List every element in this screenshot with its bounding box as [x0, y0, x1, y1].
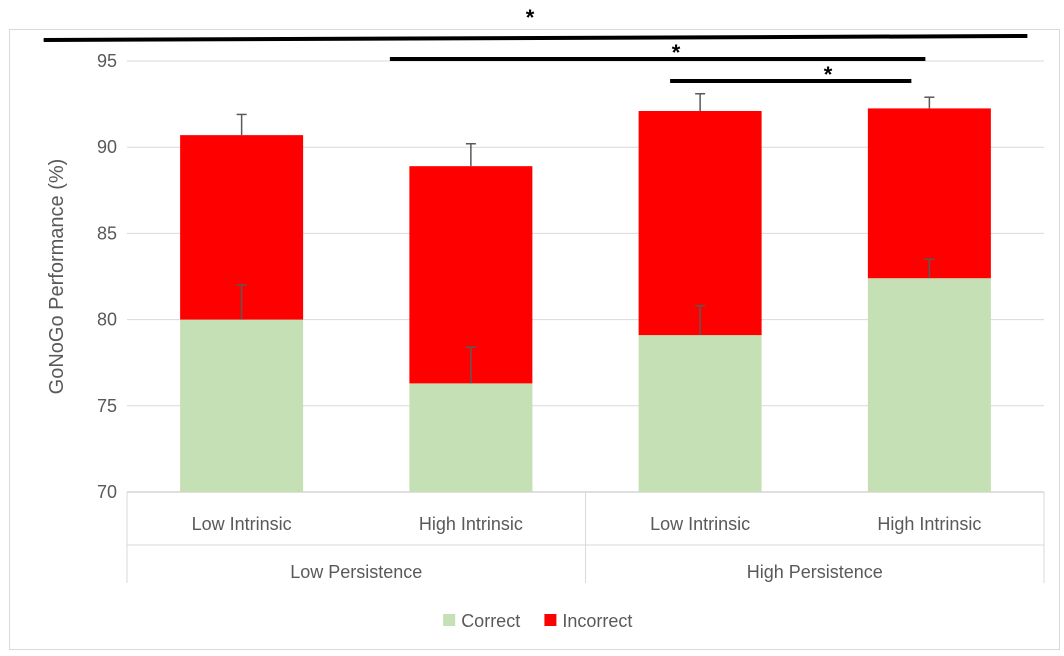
- significance-star: *: [672, 40, 681, 65]
- legend-label-correct: Correct: [461, 611, 520, 631]
- y-tick-label: 80: [97, 310, 117, 330]
- y-tick-label: 70: [97, 482, 117, 502]
- y-axis-title: GoNoGo Performance (%): [46, 159, 68, 395]
- x-category-label: High Intrinsic: [877, 514, 981, 534]
- significance-bar: [43, 34, 1028, 42]
- x-category-label: Low Intrinsic: [650, 514, 750, 534]
- bar-correct-2: [638, 335, 762, 492]
- y-tick-label: 90: [97, 137, 117, 157]
- bar-correct-0: [180, 319, 304, 492]
- bar-correct-1: [409, 383, 533, 492]
- significance-star: *: [526, 5, 535, 30]
- legend-swatch-correct: [443, 614, 456, 626]
- y-tick-label: 75: [97, 396, 117, 416]
- y-tick-label: 95: [97, 51, 117, 71]
- legend-label-incorrect: Incorrect: [562, 611, 632, 631]
- chart-area: [9, 29, 1060, 650]
- bar-incorrect-2: [638, 110, 762, 336]
- x-group-label: High Persistence: [747, 562, 883, 582]
- y-tick-label: 85: [97, 223, 117, 243]
- bar-correct-3: [867, 278, 991, 492]
- legend-swatch-incorrect: [544, 614, 557, 626]
- x-category-label: Low Intrinsic: [192, 514, 292, 534]
- x-group-label: Low Persistence: [290, 562, 422, 582]
- bar-incorrect-3: [867, 108, 991, 279]
- x-category-label: High Intrinsic: [419, 514, 523, 534]
- significance-star: *: [824, 62, 833, 87]
